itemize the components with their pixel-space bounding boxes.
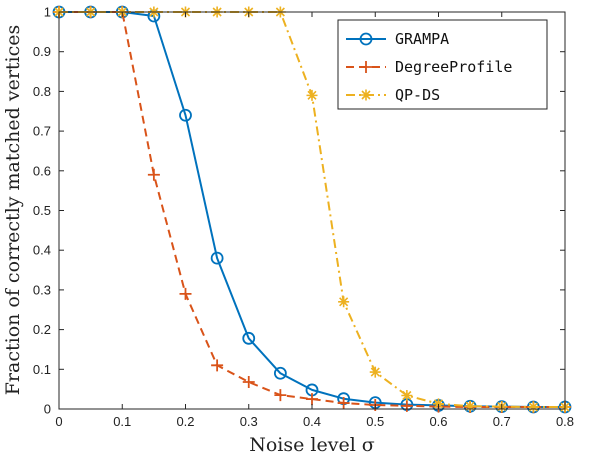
data-point-grampa <box>179 108 192 122</box>
x-tick-label: 0 <box>55 414 62 429</box>
data-point-degreeprofile <box>274 389 287 402</box>
x-tick-label: 0.3 <box>240 414 258 429</box>
data-point-degreeprofile <box>179 287 192 300</box>
data-point-degreeprofile <box>400 399 413 412</box>
data-point-grampa <box>210 251 224 265</box>
y-tick-label: 0.8 <box>33 84 51 99</box>
x-tick-label: 0.5 <box>366 414 384 429</box>
data-point-degreeprofile <box>337 397 350 410</box>
data-point-degreeprofile <box>147 168 160 181</box>
legend-marker-qp-ds <box>360 89 372 101</box>
data-point-qp-ds <box>369 366 381 378</box>
legend: GRAMPA DegreeProfile QP-DS <box>337 19 548 110</box>
y-tick-label: 0.9 <box>33 44 51 59</box>
y-tick-label: 0.6 <box>33 163 51 178</box>
y-tick-label: 0.2 <box>33 322 51 337</box>
y-tick-label: 0.5 <box>33 203 51 218</box>
data-point-degreeprofile <box>211 359 224 372</box>
y-tick-label: 1 <box>44 5 51 20</box>
series-line-degreeprofile <box>59 11 565 408</box>
x-axis-label: Noise level σ <box>249 434 375 456</box>
y-tick-label: 0.1 <box>33 362 51 377</box>
x-tick-label: 0.2 <box>176 414 194 429</box>
ticks-layer: 0 0.1 0.2 0.3 0.4 0.5 0.6 0.7 0.8 0 0.1 0.2 0.3 0.4 0.… <box>33 5 574 430</box>
y-tick-label: 0 <box>44 402 51 417</box>
data-point-degreeprofile <box>306 393 318 406</box>
legend-marker-grampa <box>359 32 373 46</box>
x-tick-label: 0.6 <box>429 414 447 429</box>
x-tick-label: 0.8 <box>556 414 574 429</box>
data-point-grampa <box>242 331 256 345</box>
data-point-qp-ds <box>401 390 413 402</box>
legend-marker-degreeprofile <box>360 61 372 73</box>
legend-label-degreeprofile: DegreeProfile <box>395 58 512 76</box>
x-tick-label: 0.7 <box>493 414 511 429</box>
data-point-grampa <box>273 366 287 380</box>
data-point-qp-ds <box>527 401 539 413</box>
y-tick-label: 0.7 <box>33 124 51 139</box>
legend-label-grampa: GRAMPA <box>395 30 449 48</box>
data-point-qp-ds <box>464 400 476 412</box>
data-point-qp-ds <box>433 398 444 410</box>
data-point-qp-ds <box>306 89 318 101</box>
data-point-qp-ds <box>338 296 350 308</box>
y-tick-label: 0.4 <box>33 243 51 258</box>
x-tick-label: 0.4 <box>303 414 321 429</box>
legend-label-qp-ds: QP-DS <box>395 86 440 104</box>
y-tick-label: 0.3 <box>33 282 51 297</box>
y-axis-label: Fraction of correctly matched vertices <box>2 25 24 396</box>
data-point-degreeprofile <box>242 376 255 389</box>
x-tick-label: 0.1 <box>113 414 131 429</box>
